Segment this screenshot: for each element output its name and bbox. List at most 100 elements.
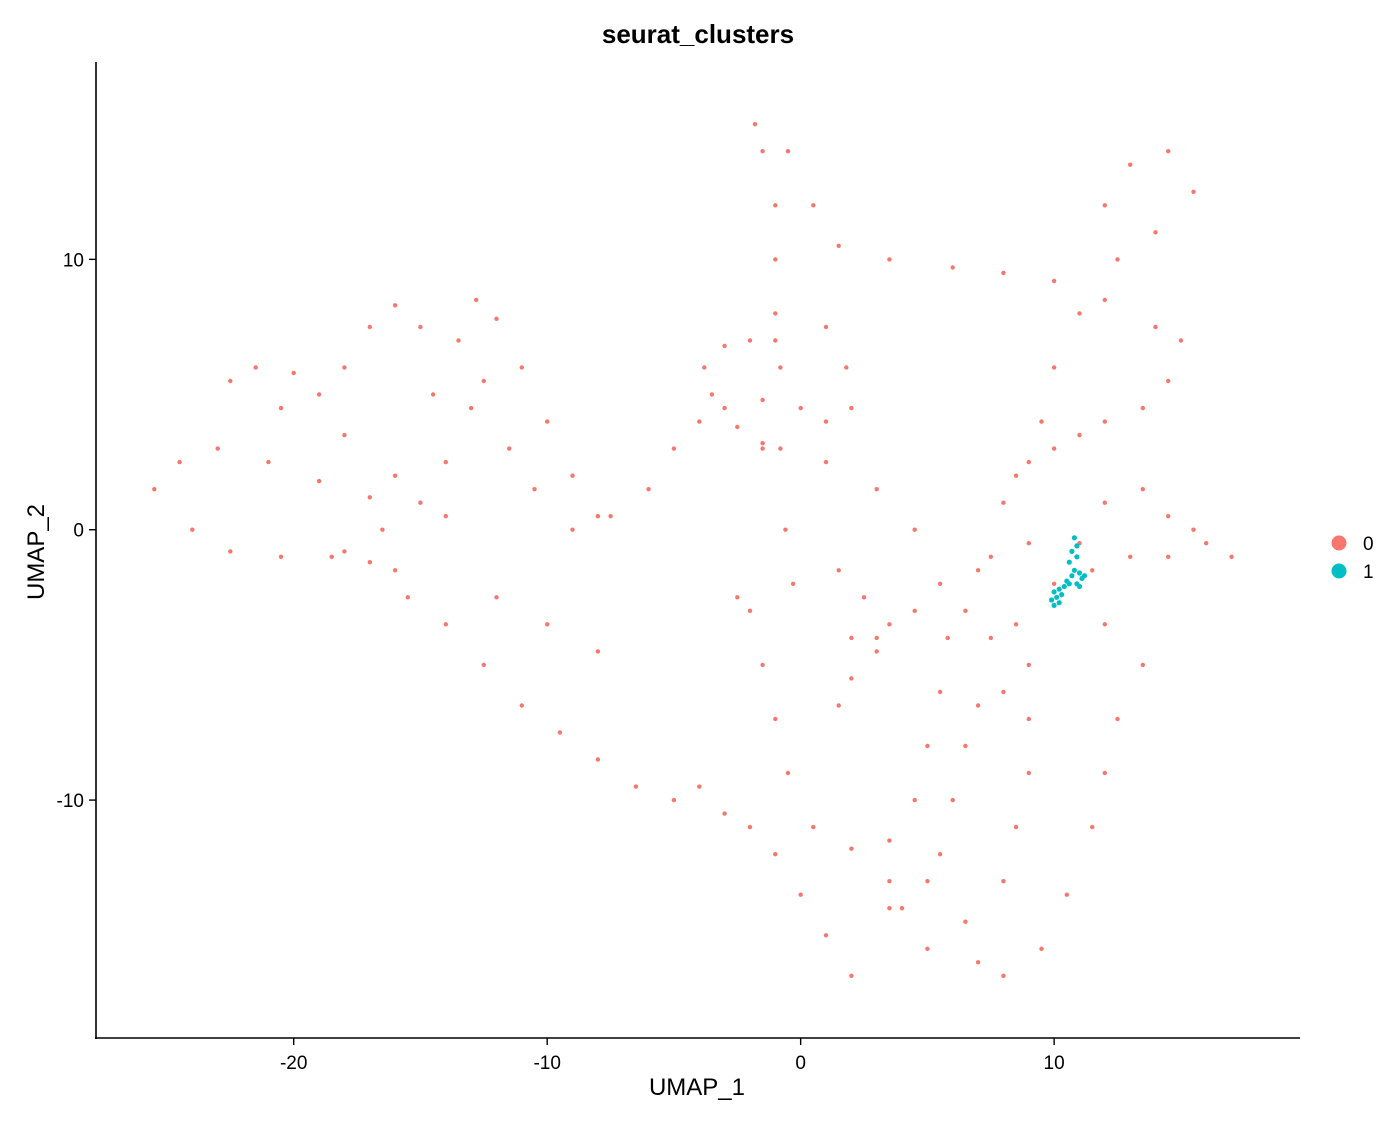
point-series-0	[963, 919, 968, 924]
point-series-0	[1191, 527, 1196, 532]
point-series-0	[988, 635, 993, 641]
point-series-0	[887, 622, 892, 627]
point-series-0	[925, 946, 930, 951]
point-series-0	[418, 324, 423, 330]
y-axis-title: UMAP_2	[23, 504, 50, 600]
point-series-0	[760, 446, 765, 451]
point-series-0	[342, 549, 347, 554]
point-series-0	[963, 608, 968, 613]
point-series-0	[937, 852, 943, 857]
point-series-0	[671, 797, 677, 803]
point-series-0	[646, 487, 651, 492]
point-series-0	[1115, 716, 1120, 722]
point-series-0	[975, 568, 981, 573]
x-ticks: -20 -10 0 10	[280, 1038, 1065, 1074]
point-series-0	[887, 906, 892, 911]
point-series-0	[1140, 487, 1146, 492]
point-series-0	[342, 432, 347, 438]
point-series-0	[329, 554, 334, 559]
point-series-0	[595, 757, 601, 762]
point-series-0	[937, 689, 943, 695]
point-series-0	[1128, 554, 1133, 559]
x-tick-label: -10	[533, 1053, 560, 1074]
point-series-0	[887, 838, 892, 843]
point-series-0	[1102, 297, 1108, 303]
point-series-0	[1039, 946, 1044, 951]
point-series-0	[570, 527, 575, 532]
point-series-0	[152, 487, 157, 492]
point-series-0	[925, 743, 930, 749]
point-series-1	[1051, 602, 1057, 609]
point-series-0	[1001, 689, 1006, 695]
point-series-0	[760, 441, 765, 446]
point-series-0	[760, 149, 765, 154]
point-series-0	[1090, 824, 1095, 830]
point-series-0	[253, 365, 258, 370]
point-series-0	[950, 797, 955, 803]
point-series-0	[1051, 365, 1057, 370]
point-series-0	[975, 960, 981, 965]
point-series-0	[785, 770, 791, 776]
point-series-0	[945, 635, 950, 641]
point-series-0	[474, 297, 479, 303]
point-series-0	[1102, 622, 1108, 627]
point-series-0	[912, 608, 917, 613]
point-series-0	[823, 324, 829, 330]
point-series-0	[405, 595, 410, 600]
point-series-0	[468, 405, 474, 411]
legend-key-0	[1331, 535, 1347, 551]
point-series-0	[735, 595, 740, 600]
point-series-0	[1178, 338, 1184, 343]
point-series-0	[702, 365, 707, 370]
point-series-0	[1051, 278, 1057, 284]
point-series-0	[747, 824, 753, 830]
point-series-0	[1001, 500, 1006, 505]
point-series-0	[773, 257, 778, 262]
point-series-1	[1074, 554, 1080, 560]
point-series-0	[1140, 405, 1146, 411]
point-series-0	[785, 149, 791, 154]
point-series-0	[709, 392, 715, 397]
point-series-0	[1026, 770, 1032, 776]
point-series-0	[316, 478, 322, 484]
point-series-0	[177, 459, 182, 465]
legend-label-1: 1	[1363, 562, 1374, 583]
point-series-0	[722, 811, 727, 816]
point-series-0	[430, 392, 436, 397]
point-series-0	[418, 500, 423, 505]
point-series-0	[887, 879, 892, 884]
point-series-0	[595, 514, 601, 519]
point-series-0	[823, 459, 829, 465]
point-series-0	[456, 338, 461, 343]
point-series-0	[783, 527, 788, 532]
point-series-0	[790, 581, 796, 586]
point-series-0	[481, 662, 486, 668]
point-series-0	[545, 419, 550, 424]
point-series-1	[1069, 548, 1075, 555]
point-series-0	[228, 549, 233, 554]
point-series-1	[1071, 567, 1077, 573]
point-series-0	[823, 933, 829, 938]
point-series-0	[1191, 189, 1196, 194]
point-series-0	[392, 473, 398, 478]
point-series-0	[760, 662, 765, 668]
point-series-0	[1013, 473, 1019, 478]
point-series-0	[823, 419, 829, 424]
point-series-0	[278, 405, 284, 411]
point-series-0	[1013, 622, 1019, 627]
point-series-0	[342, 365, 347, 370]
legend-label-0: 0	[1363, 534, 1374, 555]
x-axis-title: UMAP_1	[649, 1074, 745, 1101]
point-series-0	[671, 446, 677, 451]
point-series-0	[1090, 568, 1095, 573]
point-series-0	[1115, 257, 1120, 262]
point-series-0	[278, 554, 284, 559]
point-series-1	[1059, 592, 1065, 598]
point-series-1	[1076, 583, 1083, 590]
point-series-0	[798, 892, 803, 897]
legend-key-1	[1331, 563, 1347, 579]
point-series-0	[836, 703, 841, 708]
chart-title: seurat_clusters	[602, 19, 794, 49]
point-series-0	[1166, 554, 1171, 559]
